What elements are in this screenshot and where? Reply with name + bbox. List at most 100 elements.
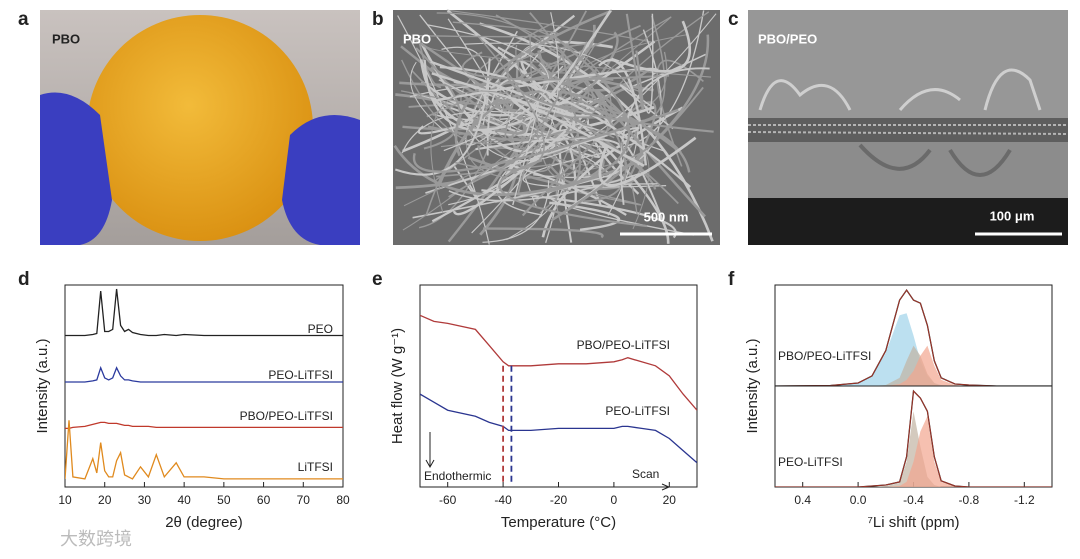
x-tick-label: 80: [336, 493, 350, 507]
fiber: [401, 43, 597, 145]
series-label: PBO/PEO-LiTFSI: [577, 338, 670, 352]
scale-bar-label: 100 μm: [990, 208, 1035, 223]
fiber: [598, 58, 648, 166]
fiber: [515, 44, 547, 114]
image-label: PBO: [403, 31, 431, 46]
fiber: [430, 90, 535, 214]
series-label: PEO-LiTFSI: [268, 368, 333, 382]
fiber: [426, 24, 641, 118]
x-tick-label: -0.4: [903, 493, 924, 507]
fit-line: [775, 289, 1052, 386]
annotation: Scan: [632, 467, 659, 481]
x-tick-label: 50: [217, 493, 231, 507]
annotation: Endothermic: [424, 469, 491, 483]
x-tick-label: 20: [98, 493, 112, 507]
fiber: [550, 34, 710, 222]
series-label: PBO/PEO-LiTFSI: [240, 409, 333, 423]
fiber: [393, 144, 646, 197]
panel-label: f: [728, 269, 735, 290]
watermark: 大数跨境: [60, 529, 132, 549]
component-area: [775, 345, 1052, 386]
component-area: [775, 411, 1052, 487]
image-label: PBO/PEO: [758, 31, 817, 46]
panel-label: d: [18, 269, 30, 290]
fiber: [521, 101, 657, 217]
fiber: [555, 11, 710, 223]
fiber: [483, 227, 604, 239]
x-tick-label: 0.0: [850, 493, 867, 507]
x-tick-label: 20: [663, 493, 677, 507]
x-tick-label: -20: [550, 493, 568, 507]
photo-a: [40, 10, 360, 245]
x-tick-label: 10: [58, 493, 72, 507]
series-line: [65, 288, 343, 337]
fiber: [610, 20, 692, 73]
series-line: [65, 420, 343, 480]
fiber: [468, 13, 717, 162]
x-axis-label: 2θ (degree): [165, 514, 243, 531]
fiber: [546, 15, 666, 122]
x-tick-label: -0.8: [959, 493, 980, 507]
fiber: [454, 9, 613, 157]
component-area: [775, 416, 1052, 487]
fiber: [430, 60, 575, 117]
fiber: [448, 172, 641, 202]
panel-label: b: [372, 9, 384, 30]
fiber: [439, 65, 692, 188]
series-line: [65, 421, 343, 430]
sem-image-b: [393, 9, 720, 245]
fiber: [423, 40, 656, 132]
x-tick-label: -1.2: [1014, 493, 1035, 507]
fiber: [506, 58, 714, 133]
series-label: LiTFSI: [298, 460, 333, 474]
plot-frame: [64, 284, 344, 488]
x-tick-label: -60: [439, 493, 457, 507]
subplot-title: PBO/PEO-LiTFSI: [778, 349, 871, 363]
fiber: [545, 33, 631, 194]
fiber: [595, 90, 706, 218]
fiber: [620, 67, 710, 205]
x-tick-label: -40: [494, 493, 512, 507]
series-line: [420, 393, 697, 464]
image-label: PBO: [52, 31, 80, 46]
fiber: [598, 136, 697, 187]
fiber: [425, 61, 564, 216]
x-tick-label: 0.4: [794, 493, 811, 507]
fiber: [656, 59, 704, 167]
fiber: [486, 78, 572, 156]
fit-line: [775, 389, 1052, 487]
scale-bar-label: 500 nm: [644, 209, 689, 224]
plot-frame: [419, 284, 698, 488]
x-tick-label: 30: [138, 493, 152, 507]
series-line: [65, 365, 343, 383]
y-axis-label: Intensity (a.u.): [34, 338, 51, 433]
y-axis-label: Intensity (a.u.): [744, 338, 761, 433]
sem-image-c: [747, 10, 1069, 245]
x-tick-label: 60: [257, 493, 271, 507]
x-tick-label: 0: [611, 493, 618, 507]
fiber: [402, 16, 672, 231]
series-label: PEO: [308, 322, 333, 336]
fiber: [477, 41, 588, 171]
panel-label: e: [372, 269, 383, 290]
fiber: [479, 22, 714, 242]
fiber: [437, 67, 659, 102]
endothermic-arrow: [425, 432, 435, 469]
fiber: [418, 43, 442, 89]
fiber: [461, 51, 670, 81]
fiber: [644, 13, 654, 114]
subplot-title: PEO-LiTFSI: [778, 455, 843, 469]
fiber: [625, 13, 645, 110]
x-tick-label: 40: [177, 493, 191, 507]
fiber: [412, 108, 679, 173]
panel-label: c: [728, 9, 739, 30]
panel-label: a: [18, 9, 29, 30]
component-area: [775, 345, 1052, 386]
fiber: [436, 12, 638, 215]
fiber: [440, 130, 607, 148]
series-label: PEO-LiTFSI: [605, 404, 670, 418]
fiber: [522, 149, 667, 188]
x-axis-label: ⁷Li shift (ppm): [867, 514, 959, 531]
